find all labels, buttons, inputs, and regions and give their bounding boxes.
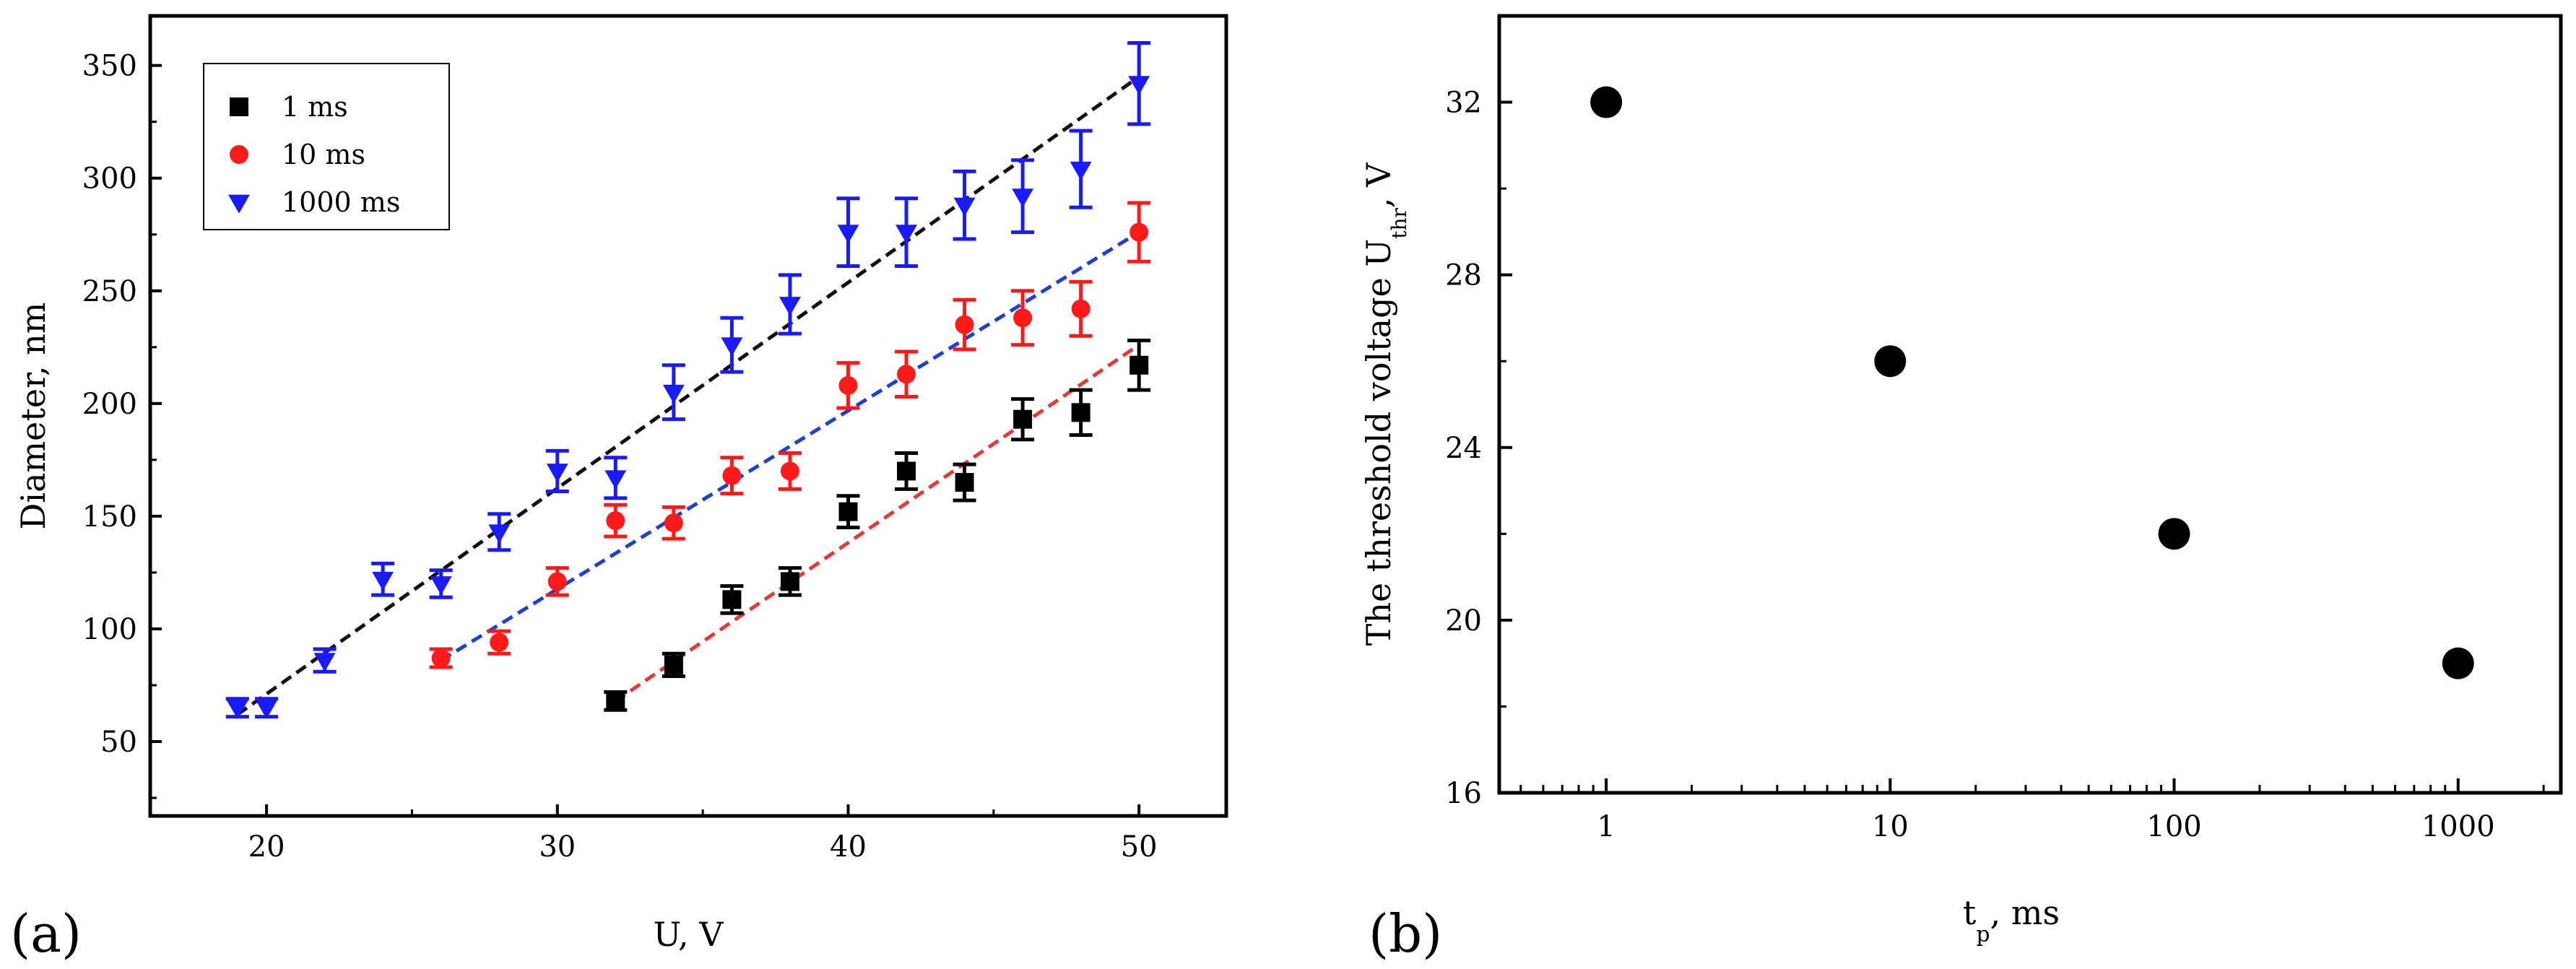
data-point bbox=[837, 225, 859, 244]
data-point bbox=[1070, 161, 1092, 181]
data-point bbox=[1128, 76, 1150, 95]
data-point bbox=[1071, 403, 1090, 422]
y-tick-label: 200 bbox=[82, 388, 137, 421]
data-point bbox=[722, 466, 742, 485]
y-axis-title-main: The threshold voltage U bbox=[1359, 239, 1398, 646]
y-axis-title: Diameter, nm bbox=[14, 303, 53, 530]
y-tick-label: 350 bbox=[82, 50, 137, 83]
data-point bbox=[606, 691, 625, 711]
fit-line bbox=[614, 343, 1140, 703]
data-point bbox=[895, 225, 917, 244]
y-tick-label: 28 bbox=[1445, 259, 1482, 292]
legend-label: 10 ms bbox=[282, 139, 365, 170]
data-point bbox=[955, 315, 974, 334]
data-point bbox=[721, 337, 743, 357]
data-point bbox=[897, 365, 916, 384]
legend-marker bbox=[230, 145, 248, 164]
panel-label: (a) bbox=[10, 903, 82, 964]
x-tick-label: 10 bbox=[1872, 810, 1909, 843]
data-point bbox=[955, 473, 974, 492]
y-tick-label: 250 bbox=[82, 275, 137, 308]
y-tick-label: 32 bbox=[1445, 87, 1482, 120]
panel-label: (b) bbox=[1369, 903, 1442, 964]
data-point bbox=[1129, 355, 1149, 375]
x-axis-title-rest: , ms bbox=[1990, 893, 2060, 932]
data-point bbox=[780, 461, 799, 481]
data-point bbox=[1013, 308, 1033, 328]
x-tick-label: 100 bbox=[2146, 810, 2201, 843]
y-tick-label: 100 bbox=[82, 613, 137, 646]
data-point bbox=[256, 700, 278, 719]
legend: 1 ms 10 ms 1000 ms bbox=[203, 63, 450, 230]
data-point bbox=[664, 655, 683, 674]
x-axis-title: tp, ms bbox=[1963, 893, 2060, 947]
data-point bbox=[1129, 222, 1149, 242]
data-point bbox=[490, 633, 509, 652]
y-tick-label: 50 bbox=[100, 726, 137, 759]
data-point bbox=[2442, 647, 2474, 679]
data-point bbox=[431, 648, 451, 668]
x-tick-label: 20 bbox=[248, 830, 285, 864]
data-point bbox=[1071, 299, 1090, 318]
data-point bbox=[664, 513, 683, 533]
x-tick-label: 30 bbox=[539, 830, 576, 864]
data-point bbox=[838, 375, 858, 395]
data-point bbox=[780, 572, 799, 591]
y-tick-label: 300 bbox=[82, 162, 137, 196]
y-tick-label: 16 bbox=[1445, 777, 1482, 810]
axis-ticks: 1 10 100 1000 16 20 24 28 32 bbox=[1445, 87, 2545, 843]
data-point bbox=[897, 461, 916, 481]
data-point bbox=[1013, 409, 1033, 429]
y-axis-title-rest: , V bbox=[1359, 162, 1398, 208]
x-axis-title-subscript: p bbox=[1976, 922, 1990, 947]
data-point bbox=[1590, 86, 1623, 118]
x-axis-title-main: t bbox=[1963, 893, 1977, 932]
data-point bbox=[838, 502, 858, 521]
data-point bbox=[2158, 518, 2190, 550]
y-axis-title: The threshold voltage Uthr, V bbox=[1359, 162, 1411, 646]
data-point bbox=[779, 297, 801, 316]
data-point bbox=[546, 464, 568, 483]
plot-frame bbox=[148, 14, 1228, 818]
panel-a-line-scatter-chart: 20 30 40 50 50 100 150 200 250 300 350 U, V Diamet… bbox=[10, 14, 1228, 964]
data-point bbox=[662, 384, 685, 404]
x-tick-label: 40 bbox=[830, 830, 867, 864]
data-point bbox=[226, 700, 248, 719]
data-point bbox=[488, 524, 511, 544]
data-point bbox=[953, 197, 976, 217]
plot-area bbox=[225, 40, 1151, 719]
y-tick-label: 20 bbox=[1445, 604, 1482, 638]
plot-area bbox=[1590, 86, 2474, 679]
legend-marker bbox=[228, 194, 250, 214]
data-point bbox=[313, 653, 336, 672]
data-point bbox=[1874, 345, 1907, 378]
y-tick-label: 24 bbox=[1445, 432, 1482, 465]
plot-frame bbox=[1497, 14, 2563, 795]
x-tick-label: 1 bbox=[1597, 810, 1615, 843]
data-point bbox=[722, 590, 742, 609]
data-point bbox=[547, 572, 567, 591]
fit-line bbox=[236, 75, 1140, 716]
data-point bbox=[430, 576, 452, 596]
data-point bbox=[1012, 188, 1034, 208]
y-tick-label: 150 bbox=[82, 500, 137, 534]
data-point bbox=[606, 511, 625, 531]
data-point bbox=[604, 470, 627, 490]
legend-marker bbox=[230, 97, 248, 116]
legend-label: 1000 ms bbox=[282, 186, 400, 218]
y-axis-title-subscript: thr bbox=[1387, 208, 1411, 239]
x-axis-title: U, V bbox=[653, 915, 724, 954]
x-tick-label: 50 bbox=[1121, 830, 1158, 864]
panel-b-scatter-chart: 1 10 100 1000 16 20 24 28 32 tp, ms The threshol… bbox=[1359, 14, 2563, 964]
x-tick-label: 1000 bbox=[2421, 810, 2495, 843]
data-point bbox=[372, 571, 394, 591]
axis-ticks: 20 30 40 50 50 100 150 200 250 300 350 bbox=[82, 50, 1158, 864]
legend-label: 1 ms bbox=[282, 91, 348, 123]
